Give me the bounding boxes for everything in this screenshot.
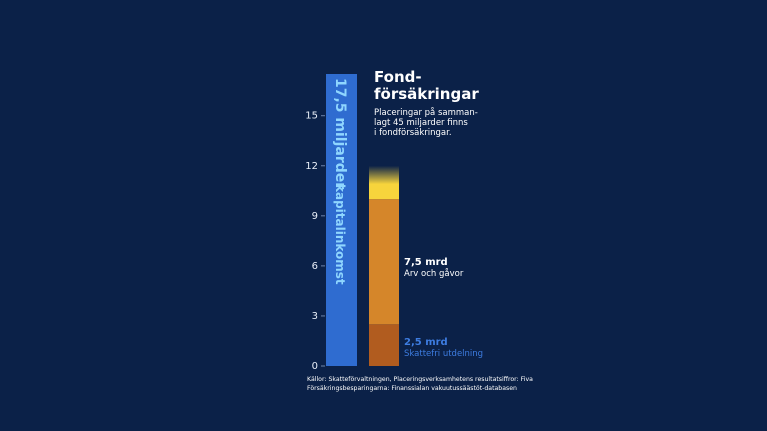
bar-segment xyxy=(369,165,399,200)
bar-segment xyxy=(369,324,399,366)
y-tick-label: 6 xyxy=(312,261,318,272)
segment-value-label: 7,5 mrd xyxy=(404,257,448,268)
source-line: Källor: Skatteförvaltningen, Placeringsv… xyxy=(307,376,533,383)
source-line: Försäkringsbesparingarna: Finanssialan v… xyxy=(307,385,517,392)
title-line: försäkringar xyxy=(374,85,479,103)
segment-name-label: Arv och gåvor xyxy=(404,268,464,279)
segment-name-label: Skattefri utdelning xyxy=(404,349,483,359)
bar-name-label: kapitalinkomst xyxy=(333,184,347,285)
subtitle-line: i fondförsäkringar. xyxy=(374,128,452,138)
y-tick-label: 3 xyxy=(312,311,318,322)
subtitle-line: lagt 45 miljarder finns xyxy=(374,118,468,128)
y-tick-label: 9 xyxy=(312,211,318,222)
bar-segment xyxy=(326,74,357,366)
y-tick-label: 0 xyxy=(312,361,318,372)
y-tick-label: 12 xyxy=(305,161,318,172)
bar-value-label: 17,5 miljarder xyxy=(332,78,348,189)
subtitle-line: Placeringar på samman- xyxy=(374,107,478,118)
y-tick-label: 15 xyxy=(305,111,318,122)
title-line: Fond- xyxy=(374,68,422,86)
segment-value-label: 2,5 mrd xyxy=(404,337,448,348)
bar-segment xyxy=(369,199,399,325)
